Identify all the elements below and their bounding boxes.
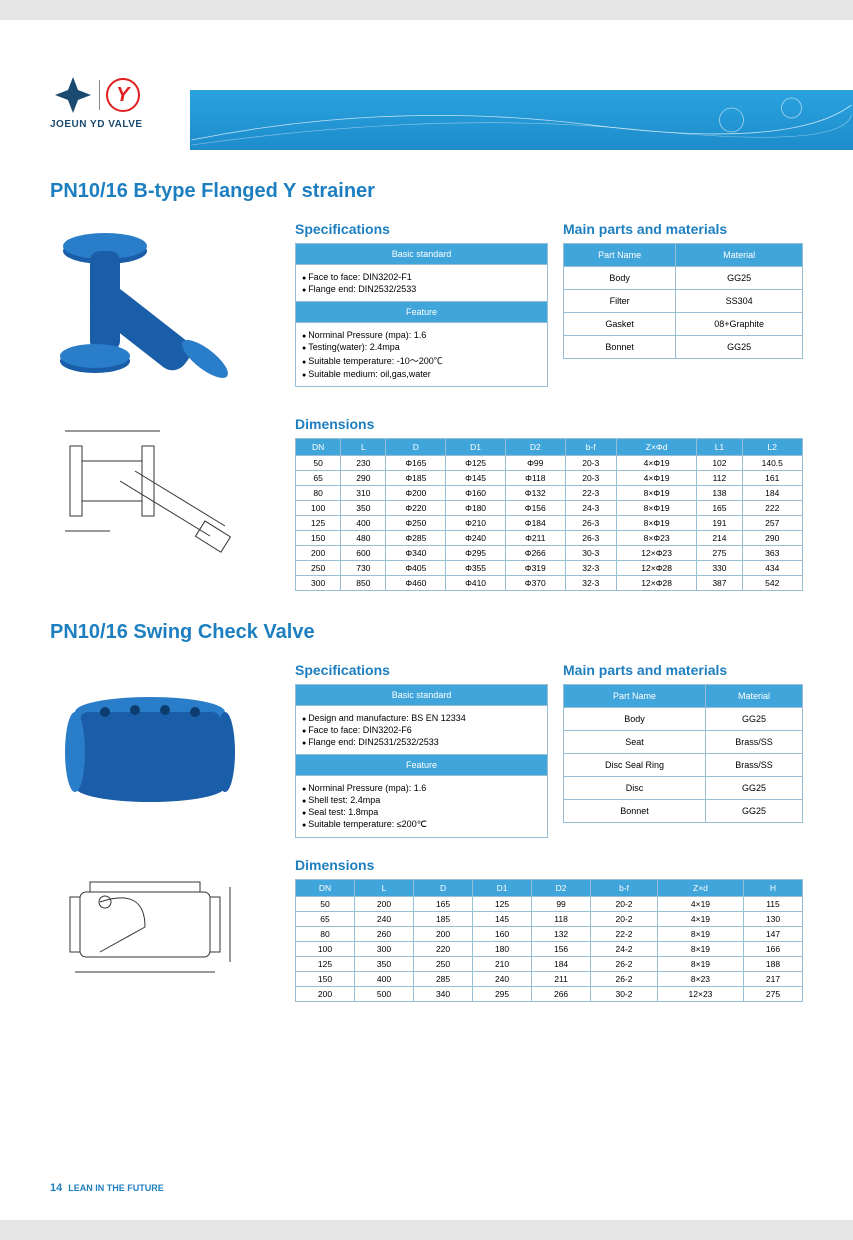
table-row: 20050034029526630-212×23275 [296,987,803,1002]
table-header: L [341,439,386,456]
table-header: L1 [697,439,742,456]
brand-name: JOEUN YD VALVE [50,119,143,130]
table-row: 50230Φ165Φ125Φ9920-34×Φ19102140.5 [296,456,803,471]
yd-icon: Y [106,78,140,112]
page-number: 14 [50,1182,62,1194]
product-image [50,221,250,401]
product-title: PN10/16 B-type Flanged Y strainer [50,180,803,203]
catalog-page: Y JOEUN YD VALVE PN10/16 B-type Flanged … [0,20,853,1220]
dimensions-table: DNLDD1D2b-fZ×dH502001651259920-24×191156… [295,879,803,1002]
table-header: Part Name [564,685,706,708]
table-header: b-f [591,880,658,897]
feature-list: Norminal Pressure (mpa): 1.6Testing(wate… [302,327,541,382]
basic-standard-list: Face to face: DIN3202-F1Flange end: DIN2… [302,269,541,297]
cross-icon [53,75,93,115]
table-row: 10030022018015624-28×19166 [296,942,803,957]
table-header: Material [676,244,803,267]
technical-drawing [50,416,270,556]
table-row: 15040028524021126-28×23217 [296,972,803,987]
table-row: BodyGG25 [564,267,803,290]
footer-tagline: LEAN IN THE FUTURE [68,1183,164,1193]
specifications-heading: Specifications [295,662,548,678]
table-header: Material [705,685,802,708]
table-header: Z×Φd [616,439,696,456]
table-header: D1 [473,880,532,897]
table-row: 6524018514511820-24×19130 [296,912,803,927]
table-header: Z×d [657,880,743,897]
list-item: Flange end: DIN2531/2532/2533 [302,736,541,748]
list-item: Face to face: DIN3202-F1 [302,271,541,283]
list-item: Testing(water): 2.4mpa [302,341,541,353]
materials-heading: Main parts and materials [563,662,803,678]
list-item: Shell test: 2.4mpa [302,794,541,806]
product-title: PN10/16 Swing Check Valve [50,621,803,644]
table-row: Gasket08+Graphite [564,313,803,336]
materials-table: Part NameMaterialBodyGG25FilterSS304Gask… [563,243,803,359]
list-item: Face to face: DIN3202-F6 [302,724,541,736]
table-header: D2 [532,880,591,897]
table-row: BonnetGG25 [564,800,803,823]
table-header: D [386,439,446,456]
dimensions-heading: Dimensions [295,416,803,432]
table-row: BodyGG25 [564,708,803,731]
list-item: Norminal Pressure (mpa): 1.6 [302,782,541,794]
table-header: Part Name [564,244,676,267]
table-row: 8026020016013222-28×19147 [296,927,803,942]
table-header: D1 [446,439,506,456]
materials-table: Part NameMaterialBodyGG25SeatBrass/SSDis… [563,684,803,823]
table-header: DN [296,880,355,897]
header-banner [190,90,853,150]
table-header: L [355,880,414,897]
feature-list: Norminal Pressure (mpa): 1.6Shell test: … [302,780,541,833]
table-row: 80310Φ200Φ160Φ13222-38×Φ19138184 [296,486,803,501]
specifications-heading: Specifications [295,221,548,237]
table-header: D2 [505,439,565,456]
brand-logo: Y JOEUN YD VALVE [50,75,143,130]
table-row: BonnetGG25 [564,336,803,359]
table-row: 200600Φ340Φ295Φ26630-312×Φ23275363 [296,546,803,561]
basic-standard-list: Design and manufacture: BS EN 12334Face … [302,710,541,750]
table-header: H [743,880,802,897]
product-swing-check-valve: PN10/16 Swing Check Valve [50,621,803,1002]
table-row: 65290Φ185Φ145Φ11820-34×Φ19112161 [296,471,803,486]
specifications-table: Basic standard Design and manufacture: B… [295,684,548,838]
list-item: Design and manufacture: BS EN 12334 [302,712,541,724]
table-header: b-f [565,439,616,456]
dimensions-table: DNLDD1D2b-fZ×ΦdL1L250230Φ165Φ125Φ9920-34… [295,438,803,591]
table-row: 100350Φ220Φ180Φ15624-38×Φ19165222 [296,501,803,516]
specifications-table: Basic standard Face to face: DIN3202-F1F… [295,243,548,387]
table-row: 300850Φ460Φ410Φ37032-312×Φ28387542 [296,576,803,591]
table-row: 250730Φ405Φ355Φ31932-312×Φ28330434 [296,561,803,576]
table-row: FilterSS304 [564,290,803,313]
table-row: SeatBrass/SS [564,731,803,754]
list-item: Flange end: DIN2532/2533 [302,283,541,295]
table-header: D [414,880,473,897]
table-row: 502001651259920-24×19115 [296,897,803,912]
materials-heading: Main parts and materials [563,221,803,237]
table-row: 150480Φ285Φ240Φ21126-38×Φ23214290 [296,531,803,546]
dimensions-heading: Dimensions [295,857,803,873]
table-header: L2 [742,439,802,456]
table-row: Disc Seal RingBrass/SS [564,754,803,777]
list-item: Suitable temperature: -10～200℃ [302,353,541,368]
page-footer: 14 LEAN IN THE FUTURE [50,1182,164,1194]
table-header: DN [296,439,341,456]
table-row: 12535025021018426-28×19188 [296,957,803,972]
product-image [50,662,250,842]
table-row: DiscGG25 [564,777,803,800]
list-item: Seal test: 1.8mpa [302,806,541,818]
table-row: 125400Φ250Φ210Φ18426-38×Φ19191257 [296,516,803,531]
list-item: Norminal Pressure (mpa): 1.6 [302,329,541,341]
technical-drawing [50,857,270,997]
list-item: Suitable temperature: ≤200℃ [302,818,541,831]
list-item: Suitable medium: oil,gas,water [302,368,541,380]
product-y-strainer: PN10/16 B-type Flanged Y strainer [50,180,803,591]
